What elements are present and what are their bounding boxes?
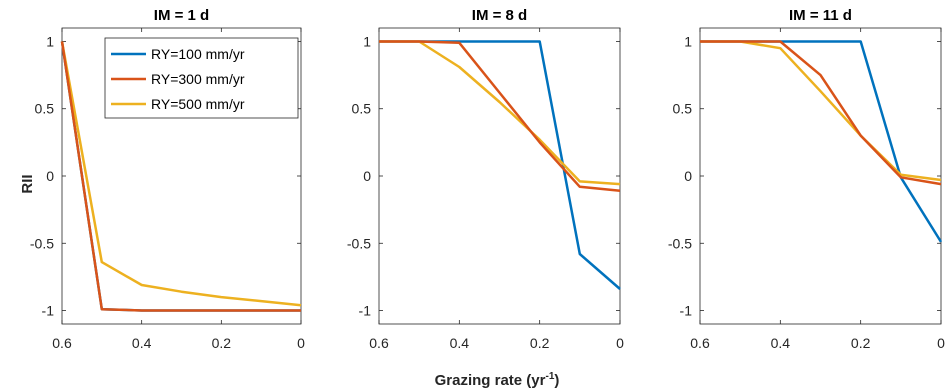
y-tick-label-1-4: -1 [359, 303, 372, 319]
x-tick-label-2-0: 0.6 [690, 335, 710, 351]
y-tick-label-1-3: -0.5 [347, 235, 371, 251]
x-tick-label-1-1: 0.4 [450, 335, 470, 351]
x-tick-label-1-0: 0.6 [369, 335, 389, 351]
y-tick-label-2-2: 0 [684, 168, 692, 184]
series-line-0-1 [60, 41, 301, 312]
x-tick-label-0-0: 0.6 [52, 335, 72, 351]
y-tick-label-1-0: 1 [363, 33, 371, 49]
y-tick-label-2-1: 0.5 [673, 101, 693, 117]
x-tick-label-0-2: 0.2 [212, 335, 232, 351]
y-tick-label-2-3: -0.5 [668, 235, 692, 251]
legend-entry-0: RY=100 mm/yr [151, 46, 245, 62]
legend: RY=100 mm/yr RY=300 mm/yr RY=500 mm/yr [104, 37, 299, 119]
panel-1: IM = 8 d 0.6 0.4 0.2 0 1 0.5 0 -0.5 -1 [347, 7, 624, 351]
x-tick-label-1-3: 0 [616, 335, 624, 351]
panel-2: IM = 11 d 0.6 0.4 0.2 0 1 0.5 0 -0.5 -1 [668, 7, 945, 351]
y-tick-label-0-4: -1 [42, 303, 55, 319]
x-axis-label: Grazing rate (yr-1) [435, 371, 560, 389]
x-axis-label-close: ) [554, 372, 559, 389]
y-tick-label-0-2: 0 [46, 168, 54, 184]
plot-area-1 [378, 27, 621, 325]
y-tick-label-1-2: 0 [363, 168, 371, 184]
legend-entry-2: RY=500 mm/yr [151, 96, 245, 112]
legend-entry-1: RY=300 mm/yr [151, 71, 245, 87]
y-tick-label-2-4: -1 [680, 303, 693, 319]
y-axis-label: RII [19, 174, 36, 193]
x-tick-label-2-3: 0 [937, 335, 945, 351]
series-line-2-1 [700, 40, 942, 186]
x-tick-label-2-2: 0.2 [851, 335, 871, 351]
x-tick-label-2-1: 0.4 [771, 335, 791, 351]
y-tick-label-0-3: -0.5 [30, 235, 54, 251]
series-line-0-2 [60, 41, 302, 307]
y-tick-label-0-0: 1 [46, 33, 54, 49]
x-axis-label-superscript: -1 [545, 371, 554, 382]
panel-title-0: IM = 1 d [154, 7, 209, 24]
x-axis-label-main: Grazing rate (yr [435, 372, 546, 389]
panel-title-1: IM = 8 d [472, 7, 527, 24]
x-tick-label-0-3: 0 [297, 335, 305, 351]
x-tick-label-1-2: 0.2 [530, 335, 550, 351]
panel-title-2: IM = 11 d [789, 7, 852, 24]
y-tick-label-2-0: 1 [684, 33, 692, 49]
y-tick-label-0-1: 0.5 [35, 101, 55, 117]
y-tick-label-1-1: 0.5 [352, 101, 372, 117]
series-line-1-1 [379, 40, 621, 193]
x-tick-label-0-1: 0.4 [132, 335, 152, 351]
